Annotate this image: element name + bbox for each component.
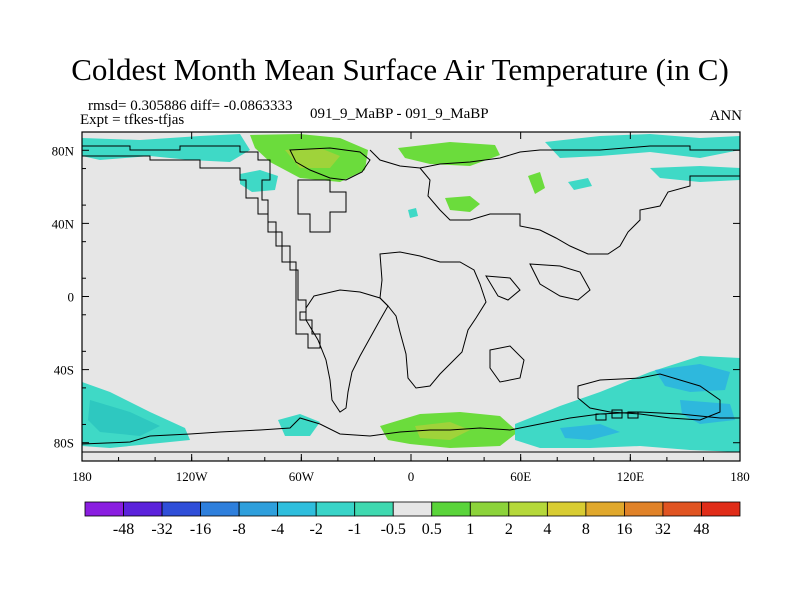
southern-ocean-west-core	[88, 400, 160, 436]
central-asia-green	[528, 172, 545, 194]
colorbar-swatch	[508, 501, 548, 517]
coast-north-america	[82, 145, 321, 349]
arctic-eurasia-green	[398, 142, 500, 166]
coast-north-america-interior	[297, 179, 347, 233]
colorbar-label: 2	[505, 521, 513, 538]
x-tick-label: 0	[408, 469, 415, 484]
y-tick-label: 40N	[52, 216, 75, 231]
colorbar-label: -0.5	[381, 521, 406, 538]
siberia-teal	[650, 166, 740, 182]
colorbar-swatch	[624, 501, 664, 517]
colorbar-label: -4	[271, 521, 284, 538]
colorbar-label: 16	[616, 521, 632, 538]
x-tick-label: 60E	[510, 469, 531, 484]
colorbar-swatch	[662, 501, 702, 517]
anomaly-fields	[82, 134, 740, 452]
stats-line: rmsd= 0.305886 diff= -0.0863333	[88, 98, 293, 114]
y-tick-label: 80N	[52, 143, 75, 158]
x-tick-label: 180	[72, 469, 92, 484]
southern-ocean-east-blue-3	[560, 424, 620, 440]
east-asia-teal	[568, 178, 592, 190]
x-tick-label: 180	[730, 469, 750, 484]
x-tick-label: 60W	[289, 469, 315, 484]
colorbar-label: -16	[190, 521, 211, 538]
y-tick-label: 0	[68, 290, 75, 305]
season-label: ANN	[709, 108, 743, 124]
southern-ocean-east-blue	[655, 364, 730, 392]
chart-title: Coldest Month Mean Surface Air Temperatu…	[71, 52, 729, 87]
coast-antarctica	[81, 411, 740, 453]
colorbar-swatch	[585, 501, 625, 517]
expt-line: Expt = tfkes-tfjas	[80, 112, 185, 128]
x-tick-label: 120W	[176, 469, 209, 484]
coast-small-islands	[595, 409, 639, 421]
colorbar-label: -32	[151, 521, 172, 538]
colorbar-swatch	[84, 501, 124, 517]
arctic-east-teal	[545, 134, 740, 158]
colorbar-swatch	[392, 501, 433, 517]
colorbar-label: -48	[113, 521, 134, 538]
colorbar-label: 0.5	[422, 521, 442, 538]
antarctic-atlantic-core	[415, 422, 470, 440]
y-axis: 80N 40N 0 40S 80S	[52, 131, 740, 462]
colorbar-swatch	[701, 501, 741, 517]
coast-madagascar	[489, 345, 525, 383]
y-tick-label: 80S	[54, 436, 74, 451]
y-tick-label: 40S	[54, 363, 74, 378]
x-axis: 180 120W 60W 0 60E 120E 180	[72, 132, 750, 484]
small-teal-1	[408, 208, 418, 218]
colorbar-swatch	[238, 501, 279, 517]
colorbar-label: 48	[693, 521, 709, 538]
colorbar-label: 8	[582, 521, 590, 538]
coast-arabia-india	[485, 263, 591, 301]
coast-australia	[577, 373, 721, 421]
colorbar-label: 4	[543, 521, 551, 538]
colorbar-swatch	[315, 501, 356, 517]
coastlines	[81, 145, 740, 453]
colorbar-swatch	[277, 501, 317, 517]
arctic-band-west	[82, 134, 250, 162]
colorbar-label: -1	[348, 521, 361, 538]
coast-africa	[379, 251, 487, 389]
coast-greenland	[289, 147, 371, 181]
colorbar-swatch	[200, 501, 240, 517]
colorbar-swatch	[123, 501, 163, 517]
colorbar-swatch	[354, 501, 394, 517]
colorbar-label: -8	[232, 521, 245, 538]
colorbar: -48 -32 -16 -8 -4 -2 -1 -0.5 0.5 1 2 4 8 16 32 48	[84, 501, 741, 538]
colorbar-label: -2	[310, 521, 323, 538]
atlantic-teal	[240, 170, 278, 192]
europe-green	[445, 196, 480, 212]
colorbar-label: 32	[655, 521, 671, 538]
x-tick-label: 120E	[617, 469, 645, 484]
colorbar-swatch	[431, 501, 471, 517]
experiment-label: 091_9_MaBP - 091_9_MaBP	[310, 106, 489, 122]
colorbar-swatch	[161, 501, 201, 517]
colorbar-swatch	[546, 501, 587, 517]
coast-europe-asia	[369, 145, 740, 255]
colorbar-label: 1	[466, 521, 474, 538]
colorbar-swatch	[469, 501, 510, 517]
weddell-teal	[278, 414, 320, 436]
